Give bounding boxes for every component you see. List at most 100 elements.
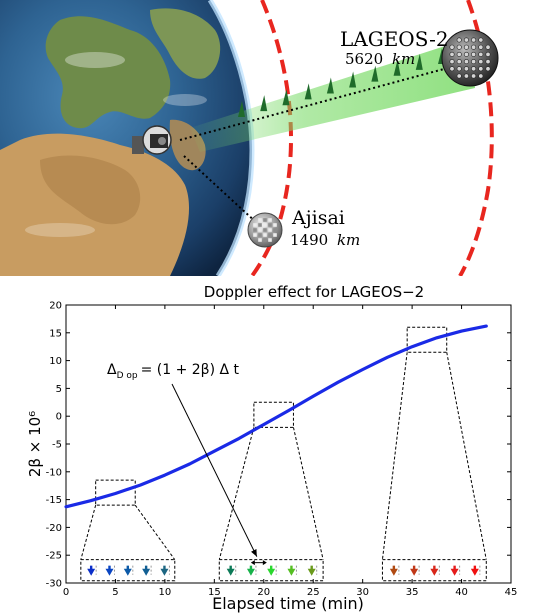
zoom-connector xyxy=(446,352,487,560)
x-tick-label: 5 xyxy=(112,587,118,598)
ajisai-mirror xyxy=(258,233,262,237)
lageos-reflector xyxy=(478,66,484,72)
zoom-source-box xyxy=(253,401,294,428)
y-tick-label: -20 xyxy=(46,523,62,534)
lageos-reflector xyxy=(456,44,462,50)
pulse-arrowhead xyxy=(389,568,398,576)
lageos-reflector xyxy=(478,37,484,43)
pulse-arrowhead xyxy=(450,568,459,576)
zoom-source-box xyxy=(406,326,448,353)
lageos-reflector xyxy=(471,51,477,57)
delta-marker-head xyxy=(250,560,255,566)
lageos-reflector xyxy=(471,44,477,50)
chart-title: Doppler effect for LAGEOS−2 xyxy=(204,283,424,301)
lageos-reflector xyxy=(449,44,455,50)
annotation-formula: = (1 + 2β) Δ t xyxy=(141,362,240,378)
ajisai-mirror xyxy=(273,223,277,227)
laser-beam xyxy=(190,38,475,152)
lageos-reflector xyxy=(478,59,484,65)
pulse-arrowhead xyxy=(287,568,296,576)
laser-pulse-mark xyxy=(260,95,268,112)
x-tick-label: 20 xyxy=(257,587,270,598)
ajisai-altitude-label: 1490 km xyxy=(290,231,360,249)
lageos-reflector xyxy=(485,44,491,50)
zoom-window xyxy=(381,326,487,582)
lageos-reflector xyxy=(471,73,477,79)
ajisai-mirror xyxy=(258,218,262,222)
doppler-annotation: ΔD op = (1 + 2β) Δ t xyxy=(107,362,258,557)
pulse-arrowhead xyxy=(470,568,479,576)
zoom-detail-box xyxy=(80,559,176,582)
pulse-arrowhead xyxy=(246,568,255,576)
ajisai-mirror xyxy=(263,238,267,242)
pulse-arrowhead xyxy=(123,568,132,576)
y-tick-label: -25 xyxy=(46,551,62,562)
x-tick-label: 35 xyxy=(406,587,419,598)
lageos-reflector xyxy=(478,44,484,50)
ajisai-mirror xyxy=(273,233,277,237)
y-tick-label: -30 xyxy=(46,579,62,590)
ajisai-mirror xyxy=(263,228,267,232)
pulse-arrowhead xyxy=(105,568,114,576)
pulse-arrowhead xyxy=(226,568,235,576)
zoom-connector xyxy=(134,504,176,560)
ajisai-altitude-unit: km xyxy=(337,231,360,249)
zoom-connector xyxy=(381,352,408,560)
lageos-reflector xyxy=(463,66,469,72)
ajisai-line-of-sight xyxy=(183,155,259,225)
doppler-chart: Doppler effect for LAGEOS−2 0 5 10 15 20 25 30… xyxy=(26,283,517,613)
ajisai-orbit xyxy=(250,0,294,276)
pulse-arrowhead xyxy=(160,568,169,576)
x-tick-label: 15 xyxy=(208,587,221,598)
lageos-altitude-label: 5620 km xyxy=(345,50,415,68)
zoom-detail-box xyxy=(218,559,324,582)
axis-tick-labels: 0 5 10 15 20 25 30 35 40 45 -30 -25 -20 -15 -10 -5 0 5 10 1… xyxy=(46,301,518,599)
y-tick-label: 20 xyxy=(49,301,62,312)
lageos-reflector xyxy=(463,59,469,65)
y-tick-label: 0 xyxy=(56,412,62,423)
y-tick-label: -15 xyxy=(46,495,62,506)
ajisai-mirror xyxy=(268,218,272,222)
x-tick-label: 25 xyxy=(307,587,320,598)
x-tick-label: 10 xyxy=(159,587,172,598)
ajisai-sphere-icon xyxy=(247,212,283,248)
pulse-arrowhead xyxy=(430,568,439,576)
zoom-window xyxy=(218,401,324,582)
lageos-name-label: LAGEOS-2 xyxy=(340,27,449,51)
y-axis-label: 2β × 10⁶ xyxy=(26,411,44,477)
x-tick-label: 30 xyxy=(356,587,369,598)
lageos-reflector xyxy=(449,59,455,65)
zoom-connector xyxy=(218,427,255,560)
laser-pulse-mark xyxy=(238,101,245,117)
laser-pulse-mark xyxy=(415,53,423,70)
laser-pulse-mark xyxy=(304,83,312,100)
zoom-detail-box xyxy=(381,559,487,582)
series-layer xyxy=(64,324,488,509)
ajisai-mirror xyxy=(258,223,262,227)
lageos-reflector xyxy=(463,73,469,79)
pulse-arrowhead xyxy=(267,568,276,576)
y-tick-label: 15 xyxy=(49,328,62,339)
ajisai-altitude-value: 1490 xyxy=(290,231,328,249)
zoom-windows xyxy=(80,326,487,582)
x-tick-label: 40 xyxy=(455,587,468,598)
lageos-reflector xyxy=(463,44,469,50)
ajisai-mirror xyxy=(273,228,277,232)
laser-pulse-mark xyxy=(371,65,379,82)
laser-pulse-mark xyxy=(326,77,334,94)
earth-globe-icon xyxy=(0,0,255,276)
lageos-line-of-sight xyxy=(179,61,471,141)
x-tick-label: 0 xyxy=(63,587,69,598)
lageos-reflector xyxy=(471,66,477,72)
lageos-reflector xyxy=(449,66,455,72)
y-tick-label: 5 xyxy=(56,384,62,395)
ajisai-mirror xyxy=(268,238,272,242)
laser-pulses xyxy=(238,48,445,117)
lageos-altitude-unit: km xyxy=(392,50,415,68)
lageos-reflector xyxy=(456,66,462,72)
ajisai-mirror xyxy=(253,223,257,227)
y-tick-label: 10 xyxy=(49,356,62,367)
axis-ticks xyxy=(65,304,512,584)
pulse-arrowhead xyxy=(307,568,316,576)
satellite-ranging-illustration: LAGEOS-2 5620 km Ajisai 1490 km xyxy=(0,0,499,276)
